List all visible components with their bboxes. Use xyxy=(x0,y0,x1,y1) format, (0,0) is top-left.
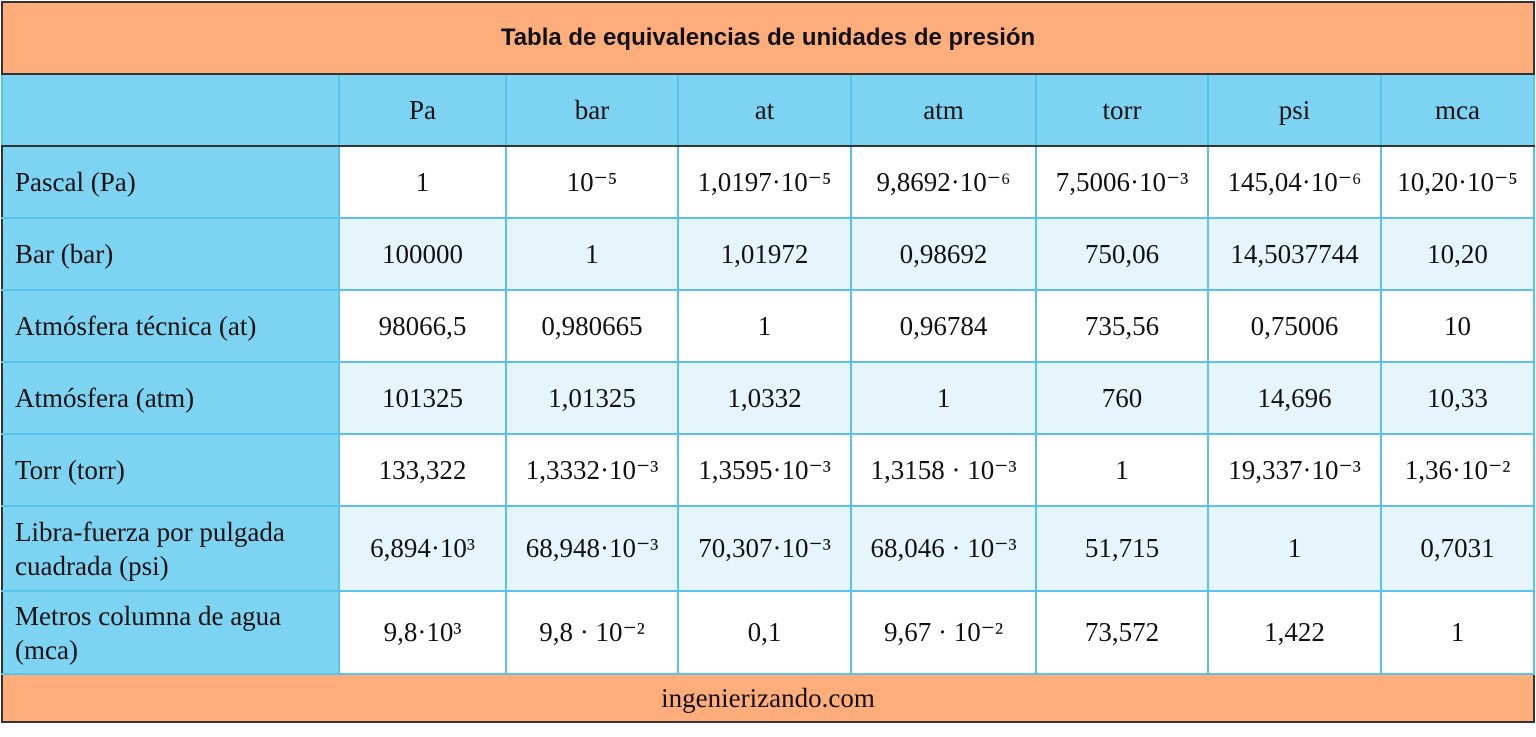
row-label: Libra-fuerza por pulgada cuadrada (psi) xyxy=(1,505,340,592)
column-header: mca xyxy=(1379,73,1536,147)
column-header: Pa xyxy=(338,73,507,147)
row-label: Pascal (Pa) xyxy=(1,145,340,219)
cell: 68,948·10⁻³ xyxy=(505,505,679,592)
cell: 760 xyxy=(1035,361,1209,435)
cell: 9,8 · 10⁻² xyxy=(505,590,679,675)
footer: ingenierizando.com xyxy=(0,673,1536,723)
cell: 0,1 xyxy=(677,590,852,675)
data-row: Atmósfera (atm) 101325 1,01325 1,0332 1 760 14… xyxy=(1,361,1536,435)
cell: 133,322 xyxy=(338,433,507,507)
column-header: torr xyxy=(1035,73,1209,147)
cell: 1,0197·10⁻⁵ xyxy=(677,145,852,219)
cell: 1,3332·10⁻³ xyxy=(505,433,679,507)
cell: 0,980665 xyxy=(505,289,679,363)
cell: 7,5006·10⁻³ xyxy=(1035,145,1209,219)
cell: 10⁻⁵ xyxy=(505,145,679,219)
cell: 1,36·10⁻² xyxy=(1379,433,1536,507)
cell: 0,96784 xyxy=(850,289,1037,363)
cell: 1,01325 xyxy=(505,361,679,435)
cell: 6,894·10³ xyxy=(338,505,507,592)
column-header: at xyxy=(677,73,852,147)
row-label: Bar (bar) xyxy=(1,217,340,291)
data-row: Pascal (Pa) 1 10⁻⁵ 1,0197·10⁻⁵ 9,8692·10⁻⁶ 7,… xyxy=(1,145,1536,219)
row-label: Metros columna de agua (mca) xyxy=(1,590,340,675)
cell: 70,307·10⁻³ xyxy=(677,505,852,592)
cell: 1 xyxy=(850,361,1037,435)
cell: 1,3158 · 10⁻³ xyxy=(850,433,1037,507)
cell: 0,7031 xyxy=(1379,505,1536,592)
table-body: Tabla de equivalencias de unidades de pr… xyxy=(0,1,1536,723)
cell: 1 xyxy=(1207,505,1382,592)
cell: 10,20 xyxy=(1379,217,1536,291)
cell: 1,422 xyxy=(1207,590,1382,675)
cell: 1 xyxy=(1035,433,1209,507)
cell: 14,696 xyxy=(1207,361,1382,435)
row-label: Atmósfera técnica (at) xyxy=(1,289,340,363)
cell: 0,98692 xyxy=(850,217,1037,291)
cell: 10,33 xyxy=(1379,361,1536,435)
cell: 68,046 · 10⁻³ xyxy=(850,505,1037,592)
cell: 1 xyxy=(505,217,679,291)
data-row: Libra-fuerza por pulgada cuadrada (psi) 6… xyxy=(1,505,1536,592)
cell: 1 xyxy=(1379,590,1536,675)
cell: 101325 xyxy=(338,361,507,435)
cell: 10 xyxy=(1379,289,1536,363)
footer-row: ingenierizando.com xyxy=(0,673,1536,723)
title-row: Tabla de equivalencias de unidades de pr… xyxy=(0,1,1536,75)
cell: 1,0332 xyxy=(677,361,852,435)
row-label: Torr (torr) xyxy=(1,433,340,507)
cell: 9,8692·10⁻⁶ xyxy=(850,145,1037,219)
cell: 9,67 · 10⁻² xyxy=(850,590,1037,675)
cell: 9,8·10³ xyxy=(338,590,507,675)
cell: 1 xyxy=(677,289,852,363)
cell: 14,5037744 xyxy=(1207,217,1382,291)
header-row: Pa bar at atm torr psi mca xyxy=(1,73,1536,147)
cell: 100000 xyxy=(338,217,507,291)
data-row: Metros columna de agua (mca) 9,8·10³ 9,8 ·… xyxy=(1,590,1536,675)
cell: 10,20·10⁻⁵ xyxy=(1379,145,1536,219)
cell: 19,337·10⁻³ xyxy=(1207,433,1382,507)
cell: 1 xyxy=(338,145,507,219)
cell: 98066,5 xyxy=(338,289,507,363)
title: Tabla de equivalencias de unidades de pr… xyxy=(0,1,1536,75)
data-row: Torr (torr) 133,322 1,3332·10⁻³ 1,3595·10⁻³… xyxy=(1,433,1536,507)
column-header: bar xyxy=(505,73,679,147)
row-label: Atmósfera (atm) xyxy=(1,361,340,435)
data-row: Bar (bar) 100000 1 1,01972 0,98692 750,06 14,5… xyxy=(1,217,1536,291)
pressure-table: Tabla de equivalencias de unidades de pr… xyxy=(0,1,1536,723)
cell: 51,715 xyxy=(1035,505,1209,592)
table-container: Tabla de equivalencias de unidades de pr… xyxy=(0,1,1536,723)
corner-cell xyxy=(1,73,340,147)
cell: 145,04·10⁻⁶ xyxy=(1207,145,1382,219)
data-row: Atmósfera técnica (at) 98066,5 0,980665 1 0,… xyxy=(1,289,1536,363)
cell: 750,06 xyxy=(1035,217,1209,291)
cell: 735,56 xyxy=(1035,289,1209,363)
cell: 1,01972 xyxy=(677,217,852,291)
column-header: atm xyxy=(850,73,1037,147)
cell: 1,3595·10⁻³ xyxy=(677,433,852,507)
column-header: psi xyxy=(1207,73,1382,147)
cell: 0,75006 xyxy=(1207,289,1382,363)
cell: 73,572 xyxy=(1035,590,1209,675)
